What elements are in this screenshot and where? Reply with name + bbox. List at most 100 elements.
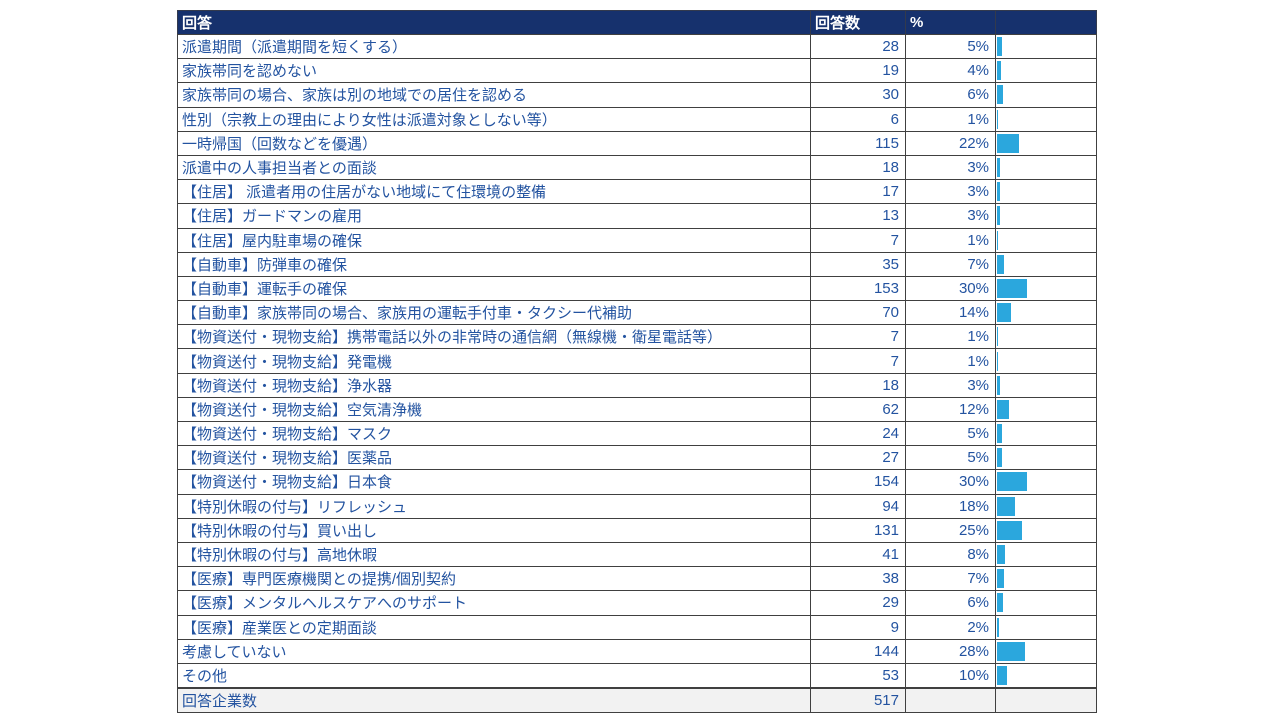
percent-bar bbox=[997, 303, 1011, 323]
percent-bar bbox=[997, 133, 1019, 153]
answer-label-cell: 【物資送付・現物支給】医薬品 bbox=[177, 445, 811, 471]
percent-bar-cell bbox=[995, 179, 1097, 205]
answer-label-cell: 【物資送付・現物支給】発電機 bbox=[177, 348, 811, 374]
answer-count-cell: 9 bbox=[810, 614, 906, 640]
percent-bar bbox=[997, 665, 1007, 685]
percent-bar bbox=[997, 182, 1000, 202]
percent-bar-cell bbox=[995, 614, 1097, 640]
answer-count-cell: 7 bbox=[810, 324, 906, 350]
percent-bar-cell bbox=[995, 396, 1097, 423]
answer-percent-cell: 7% bbox=[905, 251, 996, 277]
table-row: 【物資送付・現物支給】浄水器 18 3% bbox=[177, 372, 1097, 398]
table-row: 考慮していない 144 28% bbox=[177, 638, 1097, 664]
answer-count-cell: 70 bbox=[810, 300, 906, 326]
percent-bar bbox=[997, 351, 998, 371]
percent-bar-cell bbox=[995, 275, 1097, 302]
answer-percent-cell: 6% bbox=[905, 590, 996, 616]
answer-count-cell: 29 bbox=[810, 590, 906, 616]
answer-count-cell: 62 bbox=[810, 396, 906, 423]
table-row: 【自動車】防弾車の確保 35 7% bbox=[177, 251, 1097, 277]
answer-percent-cell: 22% bbox=[905, 130, 996, 156]
answer-percent-cell: 1% bbox=[905, 324, 996, 350]
answer-percent-cell: 6% bbox=[905, 82, 996, 108]
percent-bar-cell bbox=[995, 203, 1097, 229]
answer-percent-cell: 1% bbox=[905, 227, 996, 253]
answer-label-cell: 【特別休暇の付与】高地休暇 bbox=[177, 541, 811, 568]
answer-label-cell: 【特別休暇の付与】リフレッシュ bbox=[177, 493, 811, 519]
percent-bar bbox=[997, 545, 1005, 565]
survey-results-table-wrap: 回答 回答数 % 派遣期間（派遣期間を短くする） 28 5% 家族帯同を認めない… bbox=[177, 10, 1097, 713]
answer-percent-cell: 1% bbox=[905, 348, 996, 374]
table-row: 【自動車】家族帯同の場合、家族用の運転手付車・タクシー代補助 70 14% bbox=[177, 300, 1097, 326]
answer-label-cell: 一時帰国（回数などを優遇） bbox=[177, 130, 811, 156]
answer-percent-cell: 30% bbox=[905, 469, 996, 495]
answer-count-cell: 131 bbox=[810, 517, 906, 543]
survey-results-table: 回答 回答数 % 派遣期間（派遣期間を短くする） 28 5% 家族帯同を認めない… bbox=[177, 10, 1097, 713]
answer-percent-cell: 3% bbox=[905, 154, 996, 181]
percent-bar-cell bbox=[995, 372, 1097, 398]
percent-bar bbox=[997, 448, 1002, 468]
table-row: 【住居】屋内駐車場の確保 7 1% bbox=[177, 227, 1097, 253]
table-row: 【住居】ガードマンの雇用 13 3% bbox=[177, 203, 1097, 229]
percent-bar-cell bbox=[995, 662, 1097, 689]
answer-percent-cell: 1% bbox=[905, 106, 996, 132]
percent-bar bbox=[997, 375, 1000, 395]
answer-count-cell: 27 bbox=[810, 445, 906, 471]
table-row: 【医療】専門医療機関との提携/個別契約 38 7% bbox=[177, 566, 1097, 592]
total-bar-empty bbox=[995, 686, 1097, 713]
answer-count-cell: 24 bbox=[810, 420, 906, 447]
answer-label-cell: 【物資送付・現物支給】マスク bbox=[177, 420, 811, 447]
answer-count-cell: 41 bbox=[810, 541, 906, 568]
answer-percent-cell: 12% bbox=[905, 396, 996, 423]
answer-count-cell: 144 bbox=[810, 638, 906, 664]
percent-bar bbox=[997, 158, 1000, 178]
percent-bar bbox=[997, 496, 1015, 516]
percent-bar bbox=[997, 61, 1001, 81]
percent-bar bbox=[997, 37, 1002, 57]
table-row: 【物資送付・現物支給】発電機 7 1% bbox=[177, 348, 1097, 374]
percent-bar-cell bbox=[995, 227, 1097, 253]
percent-bar bbox=[997, 254, 1004, 274]
answer-label-cell: 【物資送付・現物支給】空気清浄機 bbox=[177, 396, 811, 423]
answer-count-cell: 115 bbox=[810, 130, 906, 156]
table-row: 一時帰国（回数などを優遇） 115 22% bbox=[177, 130, 1097, 156]
table-body: 派遣期間（派遣期間を短くする） 28 5% 家族帯同を認めない 19 4% 家族… bbox=[177, 33, 1097, 689]
table-header: 回答 回答数 % bbox=[177, 10, 1097, 35]
answer-percent-cell: 18% bbox=[905, 493, 996, 519]
answer-percent-cell: 3% bbox=[905, 179, 996, 205]
answer-count-cell: 94 bbox=[810, 493, 906, 519]
table-row: 【特別休暇の付与】買い出し 131 25% bbox=[177, 517, 1097, 543]
percent-bar-cell bbox=[995, 58, 1097, 84]
percent-bar bbox=[997, 569, 1004, 589]
answer-count-cell: 35 bbox=[810, 251, 906, 277]
percent-bar-cell bbox=[995, 348, 1097, 374]
answer-percent-cell: 25% bbox=[905, 517, 996, 543]
percent-bar-cell bbox=[995, 106, 1097, 132]
percent-bar-cell bbox=[995, 33, 1097, 60]
table-footer: 回答企業数 517 bbox=[177, 686, 1097, 713]
answer-count-cell: 18 bbox=[810, 372, 906, 398]
answer-percent-cell: 10% bbox=[905, 662, 996, 689]
answer-label-cell: 【物資送付・現物支給】浄水器 bbox=[177, 372, 811, 398]
answer-percent-cell: 3% bbox=[905, 372, 996, 398]
percent-bar bbox=[997, 206, 1000, 226]
answer-count-cell: 6 bbox=[810, 106, 906, 132]
table-row: 派遣中の人事担当者との面談 18 3% bbox=[177, 154, 1097, 181]
table-row: 家族帯同を認めない 19 4% bbox=[177, 58, 1097, 84]
answer-label-cell: 派遣期間（派遣期間を短くする） bbox=[177, 33, 811, 60]
answer-label-cell: その他 bbox=[177, 662, 811, 689]
answer-percent-cell: 5% bbox=[905, 33, 996, 60]
answer-percent-cell: 7% bbox=[905, 566, 996, 592]
answer-label-cell: 【自動車】家族帯同の場合、家族用の運転手付車・タクシー代補助 bbox=[177, 300, 811, 326]
table-row: 【物資送付・現物支給】携帯電話以外の非常時の通信網（無線機・衛星電話等） 7 1… bbox=[177, 324, 1097, 350]
answer-count-cell: 7 bbox=[810, 348, 906, 374]
percent-bar-cell bbox=[995, 638, 1097, 664]
table-row: 【医療】メンタルヘルスケアへのサポート 29 6% bbox=[177, 590, 1097, 616]
answer-count-cell: 13 bbox=[810, 203, 906, 229]
answer-count-cell: 7 bbox=[810, 227, 906, 253]
header-row: 回答 回答数 % bbox=[177, 10, 1097, 35]
total-row: 回答企業数 517 bbox=[177, 686, 1097, 713]
answer-label-cell: 【住居】 派遣者用の住居がない地域にて住環境の整備 bbox=[177, 179, 811, 205]
answer-percent-cell: 14% bbox=[905, 300, 996, 326]
answer-count-cell: 30 bbox=[810, 82, 906, 108]
